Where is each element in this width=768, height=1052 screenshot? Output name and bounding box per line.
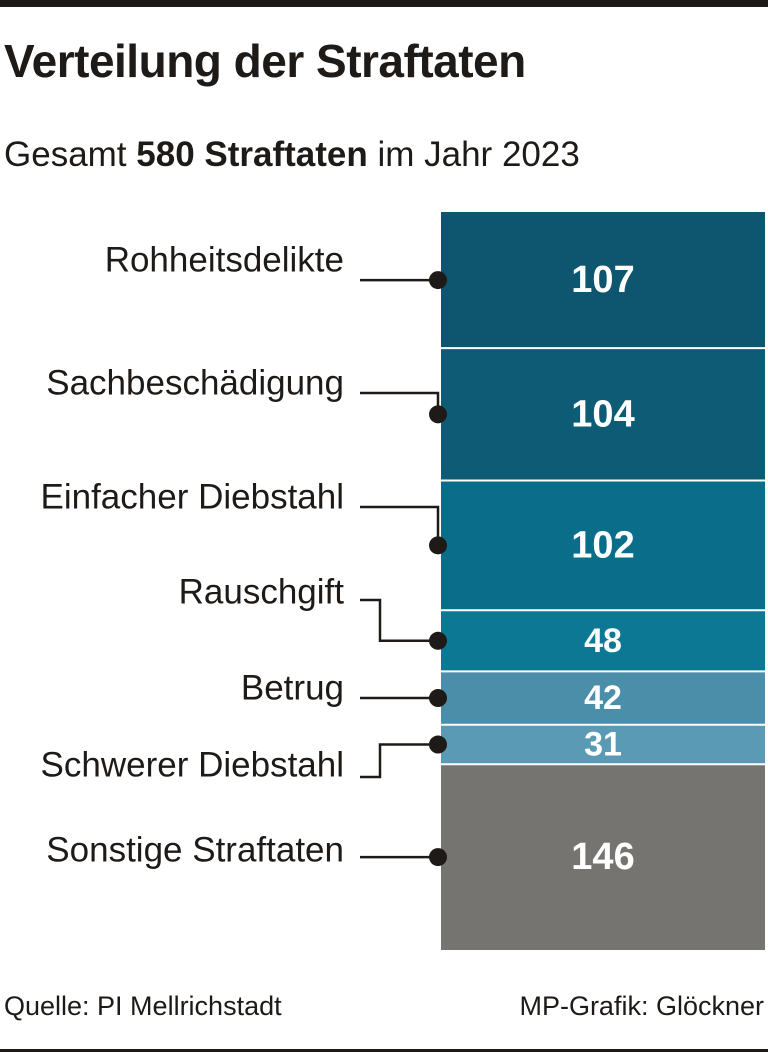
leader-line — [360, 505, 440, 546]
leader-dot — [429, 848, 447, 867]
data-label: 146 — [571, 836, 634, 878]
subtitle-total: 580 Straftaten — [136, 135, 368, 174]
data-label: 102 — [571, 524, 634, 566]
data-label: 48 — [584, 622, 622, 660]
category-label: Betrug — [241, 669, 344, 708]
leader-dot — [429, 536, 447, 555]
bar-segment — [441, 610, 765, 672]
data-label: 31 — [584, 726, 622, 764]
leader-dot — [429, 405, 447, 424]
chart-title: Verteilung der Straftaten — [4, 35, 526, 87]
subtitle-prefix: Gesamt — [4, 135, 137, 174]
bar-segment — [441, 724, 765, 765]
category-label: Sonstige Straftaten — [46, 831, 344, 870]
category-label: Rauschgift — [179, 573, 345, 612]
category-label: Schwerer Diebstahl — [41, 746, 344, 785]
leader-line — [360, 391, 440, 415]
bottom-rule — [0, 1049, 768, 1052]
chart-subtitle: Gesamt 580 Straftaten im Jahr 2023 — [4, 135, 580, 175]
leader-line — [360, 598, 438, 643]
bar-segment — [441, 764, 765, 950]
data-label: 104 — [571, 393, 634, 435]
leader-line — [360, 743, 438, 779]
graphic-credit: MP-Grafik: Glöckner — [519, 991, 764, 1021]
bar-segment — [441, 212, 765, 349]
category-label: Rohheitsdelikte — [105, 241, 344, 280]
leader-dot — [429, 735, 447, 754]
data-label: 42 — [584, 679, 622, 717]
leader-dot — [429, 631, 447, 650]
bar-segment — [441, 348, 765, 481]
category-label: Einfacher Diebstahl — [41, 478, 345, 517]
bar-segment — [441, 671, 765, 725]
top-rule — [0, 0, 768, 7]
subtitle-suffix: im Jahr 2023 — [367, 135, 580, 174]
data-label: 107 — [571, 259, 634, 301]
category-label: Sachbeschädigung — [46, 364, 344, 403]
leader-dot — [429, 689, 447, 708]
source-note: Quelle: PI Mellrichstadt — [4, 991, 282, 1021]
bar-segment — [441, 480, 765, 611]
leader-dot — [429, 271, 447, 290]
